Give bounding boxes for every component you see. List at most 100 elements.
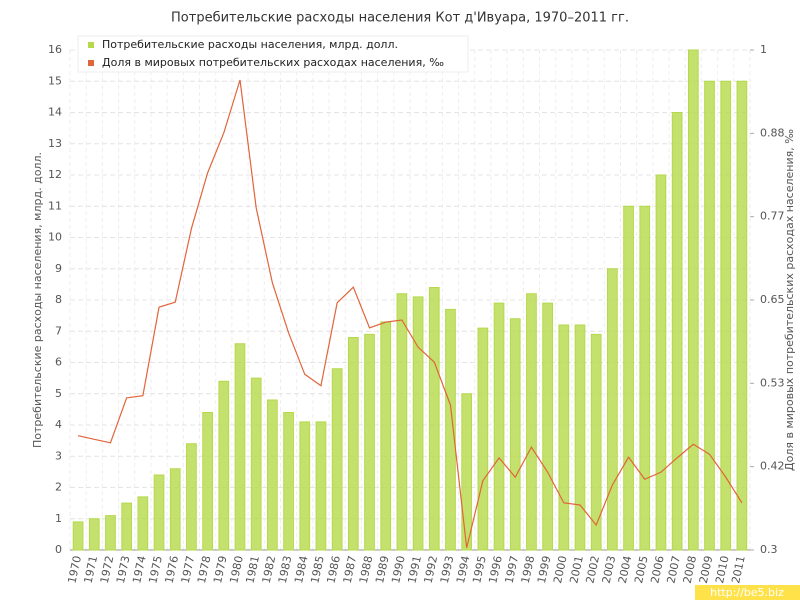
legend-label: Доля в мировых потребительских расходах …	[102, 56, 444, 69]
x-tick-label: 1974	[130, 555, 149, 585]
x-tick-label: 1993	[438, 555, 457, 585]
y-tick-label: 13	[48, 137, 62, 150]
bar	[331, 368, 343, 551]
bar	[445, 308, 456, 551]
x-tick-label: 1983	[276, 555, 295, 585]
x-tick-label: 1976	[163, 555, 182, 585]
bar	[250, 377, 262, 551]
bar	[428, 287, 440, 551]
x-tick-label: 1979	[211, 555, 230, 585]
bar	[267, 399, 278, 551]
x-tick-label: 1982	[260, 555, 279, 585]
y-tick-label: 0	[55, 543, 62, 556]
bar	[590, 333, 602, 551]
x-tick-label: 2009	[697, 555, 716, 585]
x-tick-label: 2008	[681, 555, 700, 585]
bar	[574, 324, 586, 551]
x-tick-label: 1972	[98, 555, 117, 585]
bar	[347, 337, 359, 551]
x-tick-label: 1998	[519, 555, 538, 585]
y2-tick-label: 1	[760, 43, 767, 56]
bar	[380, 321, 392, 551]
x-tick-label: 1990	[389, 555, 408, 585]
y2-tick-label: 0.65	[760, 293, 785, 306]
y-axis-title: Потребительские расходы населения, млрд.…	[31, 152, 44, 448]
x-tick-label: 2001	[567, 555, 586, 585]
y-tick-label: 16	[48, 43, 62, 56]
legend-swatch	[88, 42, 94, 48]
bar	[315, 421, 327, 551]
x-tick-label: 2010	[713, 555, 732, 585]
bar	[218, 380, 230, 551]
bar	[396, 293, 408, 551]
bar	[509, 318, 521, 551]
bar	[720, 80, 732, 551]
y-tick-label: 3	[55, 449, 62, 462]
y-tick-label: 6	[55, 356, 62, 369]
bar	[88, 518, 100, 551]
bar	[283, 412, 294, 551]
y-tick-label: 7	[55, 324, 62, 337]
y-tick-label: 9	[55, 262, 62, 275]
y-tick-label: 10	[48, 231, 62, 244]
bar	[186, 443, 197, 551]
x-tick-label: 1981	[244, 555, 263, 585]
x-tick-label: 2003	[600, 555, 619, 585]
bar	[736, 80, 748, 551]
bar	[121, 502, 133, 551]
bar	[72, 521, 84, 551]
bar	[526, 293, 537, 551]
legend-box	[77, 35, 469, 73]
bar	[704, 80, 715, 551]
bar	[153, 474, 165, 551]
y-tick-label: 1	[55, 512, 62, 525]
line	[77, 79, 743, 548]
watermark-box	[695, 585, 800, 600]
x-tick-label: 1994	[454, 555, 473, 585]
y2-tick-label: 0.3	[760, 543, 778, 556]
y2-tick-label: 0.42	[760, 460, 785, 473]
bar	[364, 333, 375, 551]
bar	[169, 468, 181, 551]
bar	[623, 205, 634, 551]
bar	[655, 174, 667, 551]
bar	[542, 302, 553, 551]
y-tick-label: 15	[48, 74, 62, 87]
bar	[671, 112, 683, 551]
bar	[477, 327, 489, 551]
x-tick-label: 1986	[324, 555, 343, 585]
bar	[687, 49, 699, 551]
x-tick-label: 1995	[470, 555, 489, 585]
x-tick-label: 2005	[632, 555, 651, 585]
x-tick-label: 1999	[535, 555, 554, 585]
x-tick-label: 2007	[664, 555, 683, 585]
x-tick-label: 1984	[292, 555, 311, 585]
x-tick-label: 2004	[616, 555, 635, 585]
y-tick-label: 11	[48, 199, 62, 212]
x-tick-label: 1975	[146, 555, 165, 585]
y-tick-label: 8	[55, 293, 62, 306]
bar	[137, 496, 149, 551]
x-tick-label: 1978	[195, 555, 214, 585]
x-tick-label: 1977	[179, 555, 198, 585]
x-tick-label: 1989	[373, 555, 392, 585]
bar	[558, 324, 570, 551]
y2-axis-title: Доля в мировых потребительских расходах …	[783, 129, 796, 471]
x-tick-label: 2011	[729, 555, 748, 585]
x-tick-label: 1996	[486, 555, 505, 585]
x-tick-label: 2000	[551, 555, 570, 585]
bar	[202, 412, 213, 551]
bar	[412, 296, 424, 551]
x-tick-label: 1992	[422, 555, 441, 585]
x-tick-label: 1971	[82, 555, 101, 585]
x-tick-label: 1973	[114, 555, 133, 585]
y2-tick-label: 0.88	[760, 126, 785, 139]
y2-tick-label: 0.77	[760, 210, 785, 223]
x-tick-label: 1991	[405, 555, 424, 585]
legend: Потребительские расходы населения, млрд.…	[77, 35, 469, 73]
x-tick-label: 2002	[584, 555, 603, 585]
x-tick-label: 2006	[648, 555, 667, 585]
x-tick-label: 1985	[308, 555, 327, 585]
x-tick-label: 1987	[341, 555, 360, 585]
legend-label: Потребительские расходы населения, млрд.…	[102, 38, 398, 51]
